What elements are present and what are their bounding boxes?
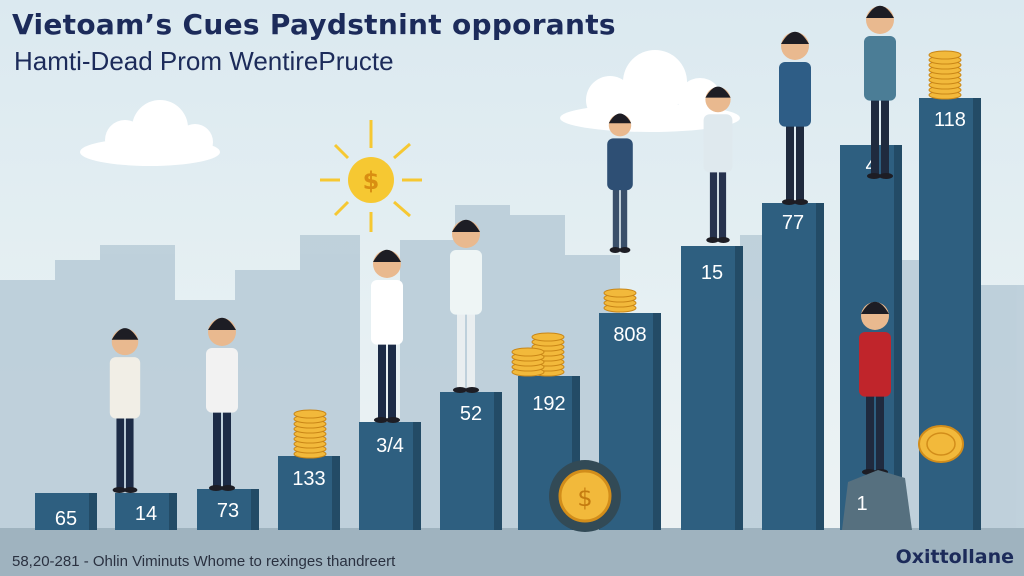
- bar-shade: [494, 392, 502, 530]
- cloud-left: [80, 100, 220, 166]
- bar-label: 3/4: [376, 435, 404, 457]
- person-figure-2: [206, 317, 238, 491]
- bar-label: 118: [934, 109, 966, 131]
- bar-9: [681, 246, 743, 530]
- person-figure-8: [864, 5, 896, 179]
- bar-label: 52: [460, 403, 482, 425]
- page-subtitle: Hamti-Dead Prom WentirePructe: [14, 46, 394, 76]
- page-title: Vietoam’s Cues Paydstnint opporants: [12, 8, 616, 41]
- person-figure-5: [607, 113, 633, 253]
- bar-shade: [735, 246, 743, 530]
- coin-icon: [918, 425, 964, 463]
- bar-label: 14: [135, 503, 157, 525]
- bar-12: [919, 98, 981, 530]
- bar-shade: [653, 313, 661, 530]
- people-layer: [109, 5, 896, 493]
- svg-text:$: $: [577, 484, 592, 512]
- bar-6: [440, 392, 502, 530]
- bar-label: 808: [613, 324, 646, 346]
- stone-pedestal: 1: [842, 470, 912, 530]
- bar-shade: [89, 493, 97, 530]
- bar-shade: [894, 145, 902, 530]
- bar-label: 65: [55, 508, 77, 530]
- bar-10: [762, 203, 824, 530]
- person-figure-3: [371, 249, 403, 423]
- person-figure-7: [779, 31, 811, 205]
- pedestal-label: 1: [856, 493, 867, 515]
- bar-4: [278, 456, 340, 530]
- person-figure-6: [703, 86, 733, 243]
- person-figure-9: [859, 301, 891, 475]
- bar-label: 133: [292, 468, 325, 490]
- cloud-right: [560, 50, 740, 132]
- bar-label: 15: [701, 262, 723, 284]
- bar-label: 73: [217, 500, 239, 522]
- person-figure-1: [109, 328, 141, 493]
- sun-icon: $: [320, 120, 422, 232]
- coin-stack-icon: [928, 50, 962, 100]
- bar-shade: [413, 422, 421, 530]
- footer-caption: 58,20-281 - Ohlin Viminuts Whome to rexi…: [12, 553, 396, 570]
- bar-shade: [572, 376, 580, 530]
- bar-3: [197, 489, 259, 530]
- bar-shade: [816, 203, 824, 530]
- bar-label: 77: [782, 212, 804, 234]
- bar-5: [359, 422, 421, 530]
- bar-shade: [332, 456, 340, 530]
- person-figure-4: [450, 219, 482, 393]
- bar-label: 192: [532, 393, 565, 415]
- bar-2: [115, 493, 177, 530]
- bar-shade: [251, 489, 259, 530]
- ground-strip: [0, 528, 1024, 576]
- svg-text:$: $: [363, 167, 380, 195]
- bar-1: [35, 493, 97, 530]
- coin-stack-icon: [603, 288, 637, 313]
- brand-logo: Oxittollane: [895, 546, 1014, 568]
- coin-stack-icon: [293, 409, 327, 459]
- coin-stack-icon: [511, 347, 545, 377]
- bar-shade: [973, 98, 981, 530]
- bar-shade: [169, 493, 177, 530]
- large-coin-icon: $: [549, 460, 621, 532]
